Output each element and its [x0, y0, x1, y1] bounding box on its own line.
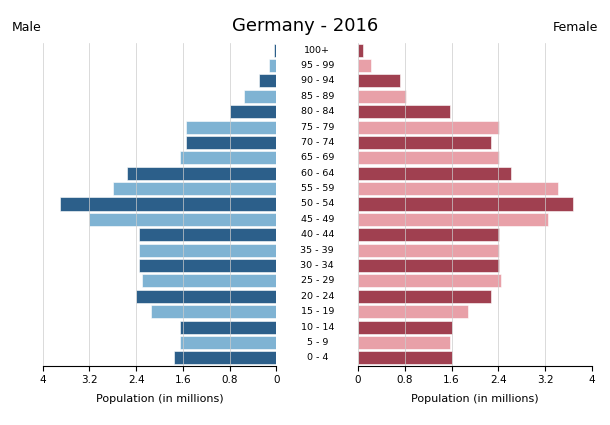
- Bar: [244, 90, 276, 103]
- Text: 75 - 79: 75 - 79: [301, 122, 334, 132]
- Text: Germany - 2016: Germany - 2016: [232, 17, 378, 35]
- Text: 0 - 4: 0 - 4: [306, 353, 328, 362]
- Bar: [139, 228, 276, 241]
- Bar: [358, 198, 573, 210]
- Bar: [358, 151, 500, 164]
- Text: Female: Female: [553, 21, 598, 34]
- Text: Male: Male: [12, 21, 42, 34]
- Text: 5 - 9: 5 - 9: [306, 338, 328, 347]
- Bar: [358, 59, 371, 72]
- Text: 90 - 94: 90 - 94: [301, 76, 334, 85]
- Text: 25 - 29: 25 - 29: [301, 276, 334, 286]
- Text: 70 - 74: 70 - 74: [301, 138, 334, 147]
- Text: 35 - 39: 35 - 39: [300, 246, 334, 255]
- Bar: [358, 213, 548, 226]
- Bar: [358, 244, 500, 257]
- Text: 20 - 24: 20 - 24: [301, 292, 334, 301]
- Bar: [139, 259, 276, 272]
- Bar: [90, 213, 276, 226]
- Bar: [358, 305, 468, 318]
- Bar: [358, 167, 511, 180]
- Text: 15 - 19: 15 - 19: [301, 307, 334, 316]
- Bar: [358, 136, 491, 149]
- Bar: [358, 259, 500, 272]
- Bar: [358, 44, 363, 57]
- Bar: [358, 105, 450, 118]
- Text: 45 - 49: 45 - 49: [301, 215, 334, 224]
- Bar: [358, 182, 558, 195]
- Text: 95 - 99: 95 - 99: [301, 61, 334, 70]
- Bar: [139, 244, 276, 257]
- Bar: [358, 121, 500, 133]
- Bar: [269, 59, 276, 72]
- Bar: [358, 74, 400, 88]
- Bar: [60, 198, 276, 210]
- Bar: [358, 275, 501, 287]
- Bar: [136, 290, 276, 303]
- Bar: [229, 105, 276, 118]
- Bar: [186, 121, 276, 133]
- Text: 65 - 69: 65 - 69: [301, 153, 334, 162]
- Bar: [180, 336, 276, 349]
- Text: 30 - 34: 30 - 34: [300, 261, 334, 270]
- Bar: [180, 151, 276, 164]
- Bar: [274, 44, 276, 57]
- Bar: [142, 275, 276, 287]
- Bar: [113, 182, 276, 195]
- Bar: [358, 336, 450, 349]
- Bar: [358, 228, 500, 241]
- Text: 60 - 64: 60 - 64: [301, 169, 334, 178]
- Bar: [127, 167, 276, 180]
- Text: 50 - 54: 50 - 54: [301, 199, 334, 209]
- Bar: [259, 74, 276, 88]
- Bar: [174, 351, 276, 364]
- Text: 80 - 84: 80 - 84: [301, 107, 334, 116]
- X-axis label: Age Group: Age Group: [288, 388, 346, 398]
- Text: 10 - 14: 10 - 14: [301, 323, 334, 332]
- Bar: [358, 290, 491, 303]
- Bar: [358, 90, 406, 103]
- Text: 100+: 100+: [304, 46, 330, 55]
- Bar: [151, 305, 276, 318]
- Bar: [186, 136, 276, 149]
- X-axis label: Population (in millions): Population (in millions): [96, 394, 223, 404]
- Text: 40 - 44: 40 - 44: [301, 230, 334, 239]
- Bar: [358, 351, 451, 364]
- Bar: [358, 320, 451, 334]
- Bar: [180, 320, 276, 334]
- Text: 55 - 59: 55 - 59: [301, 184, 334, 193]
- X-axis label: Population (in millions): Population (in millions): [411, 394, 539, 404]
- Text: 85 - 89: 85 - 89: [301, 92, 334, 101]
